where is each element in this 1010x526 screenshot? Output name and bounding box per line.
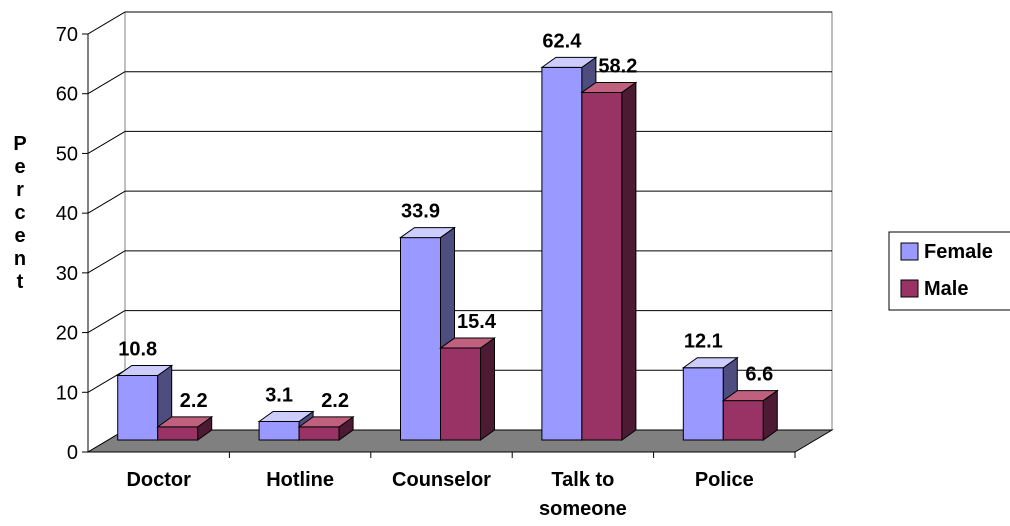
x-tick-label: Police bbox=[695, 469, 754, 491]
legend-label: Male bbox=[924, 278, 968, 300]
bar-top bbox=[297, 416, 355, 428]
bar bbox=[297, 415, 355, 441]
data-label: 2.2 bbox=[180, 390, 208, 412]
y-axis: 0 10 20 30 40 50 60 70 bbox=[56, 24, 796, 464]
bar-front bbox=[722, 400, 764, 441]
data-label: 15.4 bbox=[457, 311, 497, 333]
y-tick-label: 10 bbox=[56, 382, 78, 404]
bar-front bbox=[298, 426, 340, 441]
x-tick-label: Hotline bbox=[266, 469, 334, 491]
bar-top bbox=[116, 365, 174, 377]
y-tick-label: 40 bbox=[56, 203, 78, 225]
gridline-side bbox=[87, 190, 126, 214]
y-axis-label-letter: t bbox=[17, 271, 24, 293]
legend-swatch bbox=[900, 279, 919, 298]
bar-top bbox=[156, 416, 214, 428]
bar-front bbox=[440, 347, 481, 441]
x-tick-label: Talk to bbox=[551, 469, 614, 491]
y-tick-label: 30 bbox=[56, 263, 78, 285]
bars bbox=[116, 56, 779, 441]
bar-front bbox=[157, 426, 199, 441]
y-tick-label: 0 bbox=[67, 442, 78, 464]
bar bbox=[156, 415, 214, 441]
bar-front bbox=[400, 237, 441, 441]
data-label: 12.1 bbox=[684, 331, 723, 353]
bar bbox=[580, 81, 638, 441]
bar-side bbox=[621, 81, 637, 441]
bar-top bbox=[580, 81, 638, 93]
y-axis-label-letter: r bbox=[16, 179, 24, 201]
gridline-side bbox=[87, 250, 126, 274]
data-label: 6.6 bbox=[745, 364, 773, 386]
bar bbox=[721, 389, 779, 441]
y-tick-label: 50 bbox=[56, 143, 78, 165]
x-axis-labels: Doctor Hotline Counselor Talk to someone Poli… bbox=[126, 469, 753, 520]
data-label: 58.2 bbox=[598, 55, 637, 77]
bar-top bbox=[438, 337, 497, 349]
x-tick-label: someone bbox=[539, 498, 627, 520]
y-axis-label-letter: e bbox=[14, 156, 25, 178]
bar-front bbox=[581, 91, 623, 441]
data-label: 33.9 bbox=[401, 201, 440, 223]
bar-front bbox=[541, 66, 583, 441]
bar-top bbox=[681, 357, 739, 369]
y-tick-label: 60 bbox=[56, 84, 78, 106]
y-axis-label-letter: c bbox=[14, 202, 25, 224]
data-label: 3.1 bbox=[265, 384, 293, 406]
bar-top bbox=[257, 410, 315, 422]
legend: Female Male bbox=[888, 231, 1010, 311]
bar-top bbox=[398, 227, 457, 239]
gridline-side bbox=[87, 11, 126, 35]
bar-front bbox=[117, 375, 159, 441]
y-axis-label-letter: e bbox=[14, 225, 25, 247]
bar-front bbox=[258, 420, 300, 441]
gridline-side bbox=[87, 310, 126, 334]
gridline-side bbox=[87, 71, 126, 95]
legend-swatch bbox=[900, 242, 919, 261]
legend-label: Female bbox=[924, 241, 993, 263]
data-label: 62.4 bbox=[542, 30, 582, 52]
data-label: 2.2 bbox=[321, 390, 349, 412]
bar-side bbox=[480, 337, 495, 441]
y-tick-label: 70 bbox=[56, 24, 78, 46]
x-tick-label: Counselor bbox=[392, 469, 491, 491]
y-tick-label: 20 bbox=[56, 323, 78, 345]
y-axis-label-letter: n bbox=[14, 248, 26, 270]
gridline-side bbox=[87, 130, 126, 154]
y-axis-label-letter: P bbox=[13, 133, 26, 155]
bar-front bbox=[682, 367, 724, 441]
gridline-side bbox=[87, 369, 126, 393]
bar bbox=[438, 337, 497, 441]
bar-top bbox=[721, 390, 779, 402]
bar-top bbox=[540, 56, 598, 68]
data-label: 10.8 bbox=[118, 339, 157, 361]
data-labels: 10.8 2.2 3.1 2.2 33.9 15.4 62.4 58.2 12.1 6.6 bbox=[118, 30, 773, 411]
x-tick-label: Doctor bbox=[126, 469, 191, 491]
